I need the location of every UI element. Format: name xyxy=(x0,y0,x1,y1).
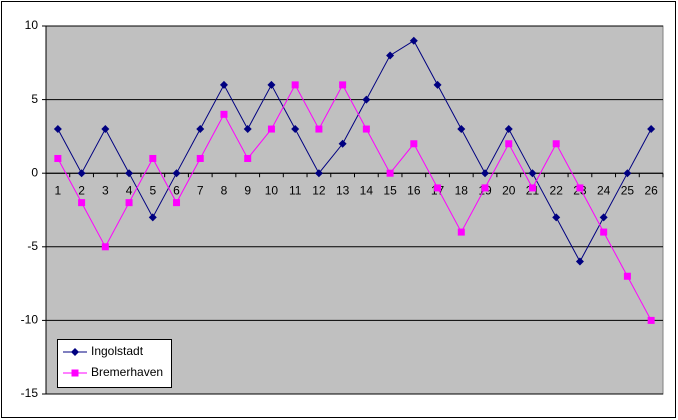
x-tick-label: 15 xyxy=(383,183,397,197)
marker xyxy=(53,125,62,134)
marker xyxy=(410,140,418,148)
marker xyxy=(71,348,79,356)
marker xyxy=(599,213,608,222)
x-tick-label: 13 xyxy=(336,183,350,197)
marker xyxy=(196,154,204,162)
y-tick-label: 10 xyxy=(25,18,39,32)
x-tick-label: 3 xyxy=(102,183,109,197)
marker xyxy=(647,316,655,324)
y-tick-label: 5 xyxy=(31,92,38,106)
x-tick-label: 25 xyxy=(621,183,635,197)
marker xyxy=(409,36,418,45)
series-line xyxy=(57,83,652,321)
marker xyxy=(504,125,513,134)
marker xyxy=(173,199,181,207)
marker xyxy=(291,81,299,89)
x-tick-label: 1 xyxy=(55,183,62,197)
x-tick-label: 22 xyxy=(550,183,564,197)
x-tick-label: 8 xyxy=(221,183,228,197)
marker xyxy=(244,154,252,162)
marker xyxy=(220,110,228,118)
marker xyxy=(505,140,513,148)
marker xyxy=(267,125,275,133)
x-tick-label: 5 xyxy=(149,183,156,197)
marker xyxy=(433,80,442,89)
marker xyxy=(386,51,395,60)
marker xyxy=(338,139,347,148)
marker xyxy=(481,184,489,192)
marker xyxy=(528,184,536,192)
marker xyxy=(457,228,465,236)
marker xyxy=(172,169,181,178)
marker xyxy=(386,169,394,177)
x-tick-label: 2 xyxy=(78,183,85,197)
marker xyxy=(552,140,560,148)
marker xyxy=(101,243,109,251)
x-tick-label: 6 xyxy=(173,183,180,197)
marker xyxy=(148,213,157,222)
marker xyxy=(434,184,442,192)
marker xyxy=(54,154,62,162)
y-tick-label: 0 xyxy=(31,165,38,179)
marker xyxy=(291,125,300,134)
marker xyxy=(267,80,276,89)
x-tick-label: 24 xyxy=(597,183,611,197)
x-tick-label: 26 xyxy=(644,183,658,197)
marker xyxy=(528,169,537,178)
plot-area xyxy=(45,25,664,395)
marker xyxy=(600,228,608,236)
marker xyxy=(125,169,134,178)
x-tick-label: 4 xyxy=(126,183,133,197)
x-tick-label: 7 xyxy=(197,183,204,197)
y-tick-label: -5 xyxy=(27,239,38,253)
x-tick-label: 9 xyxy=(244,183,251,197)
marker xyxy=(101,125,110,134)
marker xyxy=(71,369,79,377)
x-tick-label: 18 xyxy=(455,183,469,197)
x-tick-label: 12 xyxy=(312,183,326,197)
marker xyxy=(576,184,584,192)
marker xyxy=(362,125,370,133)
marker xyxy=(575,257,584,266)
x-tick-label: 16 xyxy=(407,183,421,197)
marker xyxy=(339,81,347,89)
series-line xyxy=(57,40,652,263)
marker xyxy=(196,125,205,134)
legend-label: Bremerhaven xyxy=(91,365,163,379)
x-tick-label: 20 xyxy=(502,183,516,197)
marker xyxy=(457,125,466,134)
marker xyxy=(623,272,631,280)
legend: Ingolstadt Bremerhaven xyxy=(57,339,172,388)
marker xyxy=(315,125,323,133)
x-tick-label: 14 xyxy=(360,183,374,197)
marker xyxy=(623,169,632,178)
marker xyxy=(78,199,86,207)
marker xyxy=(362,95,371,104)
marker xyxy=(149,154,157,162)
marker xyxy=(481,169,490,178)
marker xyxy=(77,169,86,178)
marker xyxy=(314,169,323,178)
y-tick-label: -10 xyxy=(21,313,39,327)
legend-box xyxy=(57,339,172,388)
marker xyxy=(125,199,133,207)
x-tick-label: 10 xyxy=(265,183,279,197)
marker xyxy=(552,213,561,222)
marker xyxy=(647,125,656,134)
y-tick-label: -15 xyxy=(21,386,39,400)
marker xyxy=(243,125,252,134)
marker xyxy=(219,80,228,89)
x-tick-label: 11 xyxy=(289,183,302,197)
legend-label: Ingolstadt xyxy=(91,344,144,358)
